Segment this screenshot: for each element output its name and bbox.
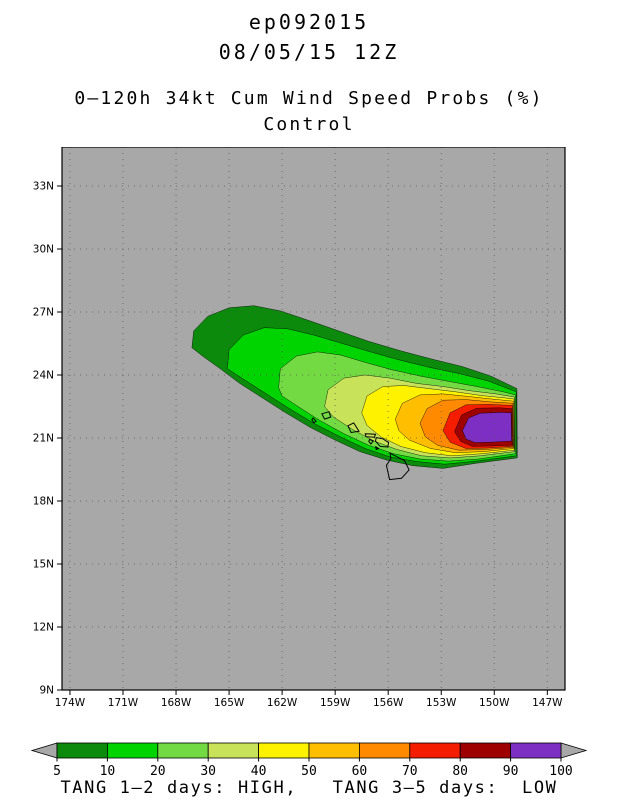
- axis-ticks-labels: 174W 171W 168W 165W 162W 159W 156W 153W 150W 147W…: [33, 180, 563, 709]
- lon-tick-label: 168W: [161, 697, 192, 709]
- colorbar-tick-label: 40: [251, 764, 267, 779]
- model-name: Control: [263, 114, 355, 135]
- colorbar-tick-label: 60: [352, 764, 368, 779]
- lat-tick-label: 24N: [33, 369, 54, 381]
- island-molokai: [364, 433, 377, 438]
- colorbar-tick-label: 100: [549, 764, 572, 779]
- colorbar-tick-label: 50: [301, 764, 317, 779]
- colorbar-tick-label: 70: [402, 764, 418, 779]
- colorbar-svg: 5 10 20 30 40 50 60 70 80 90 100: [30, 742, 588, 779]
- colorbar-cell: [157, 742, 209, 759]
- lat-tick-label: 12N: [33, 621, 54, 633]
- lon-tick-label: 159W: [320, 697, 351, 709]
- colorbar-tick-label: 5: [53, 764, 61, 779]
- island-hawaii: [385, 452, 410, 481]
- colorbar-left-arrow: [30, 742, 58, 759]
- lat-tick-label: 21N: [33, 432, 54, 444]
- colorbar-cell: [258, 742, 310, 759]
- lon-tick-label: 147W: [532, 697, 563, 709]
- colorbar-cell: [510, 742, 562, 759]
- island-kahoolawe: [375, 445, 380, 451]
- lon-tick-label: 150W: [479, 697, 510, 709]
- colorbar-tick-label: 30: [200, 764, 216, 779]
- probability-colorbar: 5 10 20 30 40 50 60 70 80 90 100: [29, 740, 589, 782]
- lat-tick-label: 15N: [33, 558, 54, 570]
- lat-tick-label: 9N: [39, 685, 54, 697]
- island-kauai: [321, 411, 332, 420]
- map-svg: 174W 171W 168W 165W 162W 159W 156W 153W 150W 147W…: [33, 146, 566, 709]
- lat-tick-label: 30N: [33, 243, 54, 255]
- product-title: 0–120h 34kt Cum Wind Speed Probs (%): [74, 88, 544, 109]
- valid-time-title: 08/05/15 12Z: [218, 40, 400, 64]
- lon-tick-label: 153W: [426, 697, 457, 709]
- lat-tick-label: 18N: [33, 495, 54, 507]
- colorbar-tick-label: 20: [150, 764, 166, 779]
- wind-probability-map: 174W 171W 168W 165W 162W 159W 156W 153W 150W 147W…: [0, 146, 618, 722]
- island-lanai: [368, 438, 375, 445]
- lon-tick-label: 174W: [55, 697, 86, 709]
- grid-lines: [62, 147, 565, 690]
- colorbar-cell: [107, 742, 159, 759]
- lon-tick-label: 171W: [108, 697, 139, 709]
- colorbar-cell: [207, 742, 259, 759]
- island-niihau: [311, 417, 317, 424]
- colorbar-cell: [358, 742, 411, 759]
- colorbar-cell: [409, 742, 461, 759]
- colorbar-cell: [308, 742, 360, 759]
- island-coastlines: [311, 411, 410, 481]
- colorbar-tick-label: 10: [100, 764, 116, 779]
- island-oahu: [347, 422, 360, 434]
- lat-tick-label: 27N: [33, 306, 54, 318]
- lat-tick-label: 33N: [33, 180, 54, 192]
- lon-tick-label: 162W: [267, 697, 298, 709]
- lon-tick-label: 165W: [214, 697, 245, 709]
- contour-fill-90: [462, 412, 512, 443]
- colorbar-right-arrow: [560, 742, 588, 759]
- colorbar-cell: [459, 742, 512, 759]
- island-maui: [374, 437, 390, 448]
- map-frame: [61, 146, 566, 691]
- colorbar-tick-label: 80: [452, 764, 468, 779]
- colorbar-tick-label: 90: [503, 764, 519, 779]
- storm-id-title: ep092015: [248, 10, 370, 34]
- lon-tick-label: 156W: [373, 697, 404, 709]
- colorbar-cell: [56, 742, 108, 759]
- guidance-text: TANG 1–2 days: HIGH, TANG 3–5 days: LOW: [60, 778, 558, 798]
